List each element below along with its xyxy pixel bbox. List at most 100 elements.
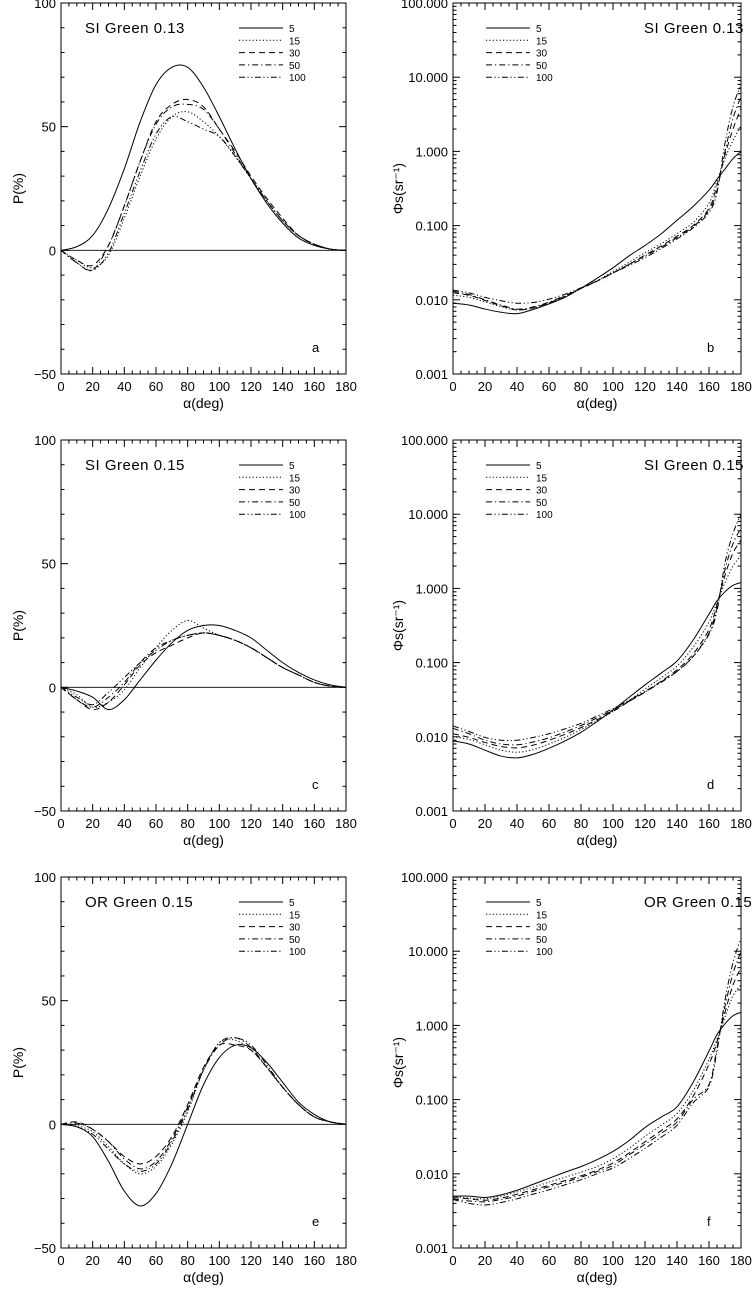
x-tick-label: 0 xyxy=(57,1253,64,1268)
y-axis-label: P(%) xyxy=(10,1047,26,1078)
series-line-100 xyxy=(61,632,346,706)
x-tick-label: 20 xyxy=(85,379,99,394)
x-axis-label: α(deg) xyxy=(577,832,618,848)
x-tick-label: 120 xyxy=(240,816,262,831)
legend-label: 5 xyxy=(536,461,542,472)
y-tick-label: 0 xyxy=(49,243,56,258)
x-tick-label: 40 xyxy=(510,1253,524,1268)
legend-label: 30 xyxy=(289,486,301,497)
x-axis: 0 20 40 60 80 100 120 140 160 180 xyxy=(449,877,752,1268)
panel-title: SI Green 0.13 xyxy=(85,20,185,37)
x-tick-label: 180 xyxy=(730,379,752,394)
y-tick-label: −50 xyxy=(34,1241,56,1256)
panel-d: 0 20 40 60 80 100 120 140 160 180 0.001 0.010 0.100 1… xyxy=(390,433,752,848)
series-line-30 xyxy=(453,967,741,1201)
x-axis: 0 20 40 60 80 100 120 140 160 180 xyxy=(57,3,357,394)
legend-label: 5 xyxy=(289,24,295,35)
legend-label: 50 xyxy=(289,935,301,946)
plot-frame xyxy=(452,439,742,812)
x-tick-label: 20 xyxy=(85,1253,99,1268)
series-line-30 xyxy=(61,1042,346,1165)
series-line-15 xyxy=(453,554,741,753)
legend-label: 100 xyxy=(536,510,553,521)
legend-label: 5 xyxy=(289,898,295,909)
legend-label: 50 xyxy=(289,61,301,72)
x-tick-label: 0 xyxy=(449,379,456,394)
panel-c: 0 20 40 60 80 100 120 140 160 180−50050100α(deg)P… xyxy=(10,433,357,848)
y-tick-label: 0 xyxy=(49,1117,56,1132)
series-line-50 xyxy=(61,1037,346,1170)
x-tick-label: 60 xyxy=(149,1253,163,1268)
panel-letter: f xyxy=(707,1214,711,1229)
series-line-5 xyxy=(61,1043,346,1207)
y-tick-label: 0.100 xyxy=(415,219,448,234)
series-line-5 xyxy=(61,64,346,251)
x-tick-label: 180 xyxy=(335,1253,357,1268)
y-axis: 0.001 0.010 0.100 1.000 10.000 100.000 xyxy=(401,433,741,819)
y-tick-label: 50 xyxy=(42,994,56,1009)
y-axis-label: Φs(sr⁻¹) xyxy=(390,1037,406,1088)
y-axis-label: P(%) xyxy=(10,173,26,204)
legend-label: 30 xyxy=(289,923,301,934)
y-tick-label: 100.000 xyxy=(401,0,448,11)
legend-label: 5 xyxy=(536,24,542,35)
legend-label: 15 xyxy=(536,910,548,921)
legend-label: 30 xyxy=(536,49,548,60)
x-tick-label: 60 xyxy=(542,1253,556,1268)
legend-label: 50 xyxy=(536,498,548,509)
x-tick-label: 100 xyxy=(602,816,624,831)
x-tick-label: 40 xyxy=(510,379,524,394)
panel-letter: e xyxy=(312,1214,319,1229)
x-tick-label: 20 xyxy=(478,379,492,394)
legend-label: 5 xyxy=(289,461,295,472)
y-tick-label: 100 xyxy=(34,870,56,885)
y-tick-label: 0.010 xyxy=(415,293,448,308)
y-tick-label: 0.001 xyxy=(415,804,448,819)
y-axis-label: Φs(sr⁻¹) xyxy=(390,163,406,214)
x-tick-label: 180 xyxy=(335,816,357,831)
x-tick-label: 180 xyxy=(730,1253,752,1268)
series-line-15 xyxy=(61,111,346,269)
y-tick-label: −50 xyxy=(34,367,56,382)
y-axis: 0.001 0.010 0.100 1.000 10.000 100.000 xyxy=(401,0,741,382)
panel-letter: d xyxy=(707,777,714,792)
y-tick-label: 1.000 xyxy=(415,1018,448,1033)
y-tick-label: −50 xyxy=(34,804,56,819)
legend-label: 100 xyxy=(289,510,306,521)
y-axis-label: P(%) xyxy=(10,610,26,641)
panel-title: OR Green 0.15 xyxy=(644,894,752,911)
y-axis-label: Φs(sr⁻¹) xyxy=(390,600,406,651)
x-tick-label: 120 xyxy=(240,1253,262,1268)
series-line-100 xyxy=(453,937,741,1206)
legend-label: 15 xyxy=(536,36,548,47)
series-line-50 xyxy=(453,96,741,310)
x-tick-label: 20 xyxy=(478,1253,492,1268)
y-tick-label: 100 xyxy=(34,433,56,448)
y-tick-label: 0.001 xyxy=(415,367,448,382)
panel-letter: a xyxy=(312,340,320,355)
x-axis-label: α(deg) xyxy=(183,832,224,848)
legend-label: 50 xyxy=(289,498,301,509)
legend-label: 15 xyxy=(536,473,548,484)
y-tick-label: 0.100 xyxy=(415,656,448,671)
series-line-100 xyxy=(453,514,741,742)
series-line-15 xyxy=(61,620,346,708)
y-tick-label: 10.000 xyxy=(408,70,448,85)
panel-letter: c xyxy=(312,777,319,792)
x-tick-label: 100 xyxy=(208,379,230,394)
plot-frame xyxy=(60,2,347,375)
series-line-5 xyxy=(453,582,741,759)
x-axis-label: α(deg) xyxy=(577,395,618,411)
plot-frame xyxy=(60,876,347,1249)
legend-label: 50 xyxy=(536,935,548,946)
plot-frame xyxy=(452,2,742,375)
panel-b: 0 20 40 60 80 100 120 140 160 180 0.001 0.010 0.100 1… xyxy=(390,0,752,411)
x-tick-label: 80 xyxy=(574,379,588,394)
x-tick-label: 80 xyxy=(180,1253,194,1268)
series-line-15 xyxy=(453,125,741,311)
y-tick-label: 0 xyxy=(49,680,56,695)
legend-label: 5 xyxy=(536,898,542,909)
panel-title: SI Green 0.15 xyxy=(85,457,185,474)
